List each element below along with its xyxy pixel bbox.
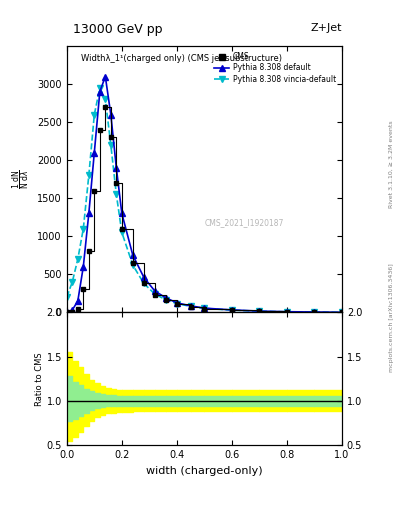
Text: mcplots.cern.ch [arXiv:1306.3436]: mcplots.cern.ch [arXiv:1306.3436] (389, 263, 393, 372)
Text: 13000 GeV pp: 13000 GeV pp (73, 23, 163, 36)
Text: Rivet 3.1.10, ≥ 3.2M events: Rivet 3.1.10, ≥ 3.2M events (389, 120, 393, 208)
Text: Widthλ_1¹(charged only) (CMS jet substructure): Widthλ_1¹(charged only) (CMS jet substru… (81, 54, 281, 63)
Y-axis label: $\frac{1}{\mathrm{N}}\frac{\mathrm{d}\mathrm{N}}{\mathrm{d}\lambda}$: $\frac{1}{\mathrm{N}}\frac{\mathrm{d}\ma… (10, 169, 32, 189)
Legend: CMS, Pythia 8.308 default, Pythia 8.308 vincia-default: CMS, Pythia 8.308 default, Pythia 8.308 … (212, 50, 338, 86)
X-axis label: width (charged-only): width (charged-only) (146, 466, 263, 476)
Y-axis label: Ratio to CMS: Ratio to CMS (35, 352, 44, 406)
Text: CMS_2021_I1920187: CMS_2021_I1920187 (204, 218, 284, 227)
Text: Z+Jet: Z+Jet (310, 23, 342, 33)
